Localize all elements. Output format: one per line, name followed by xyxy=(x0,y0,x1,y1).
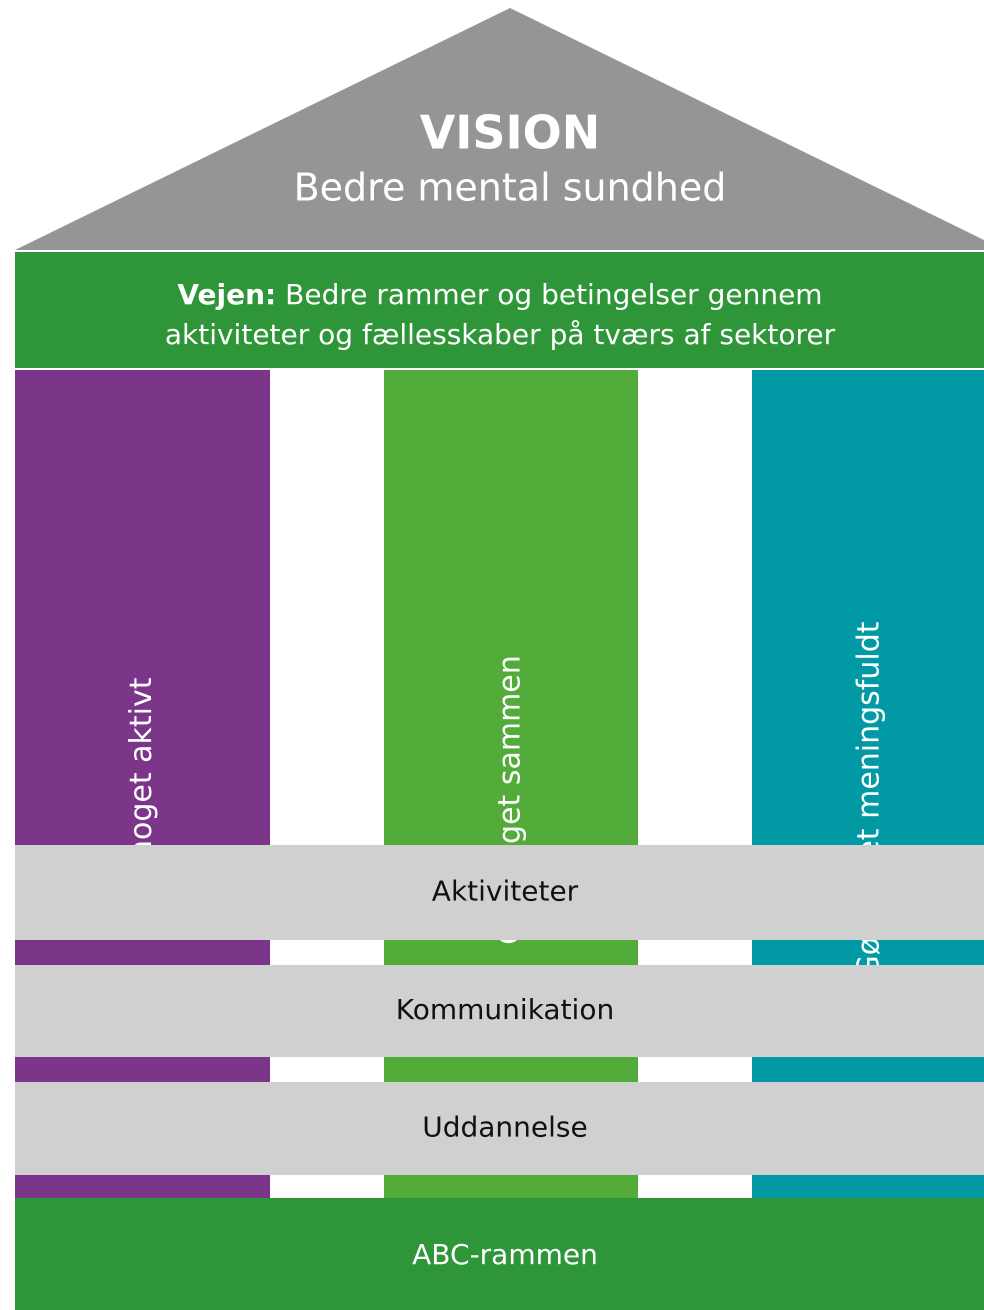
layer-label: Uddannelse xyxy=(422,1111,588,1144)
roof-title: VISION xyxy=(420,106,601,160)
layer-band xyxy=(15,1082,984,1175)
pillar xyxy=(384,370,638,1198)
road-text: aktiviteter og fællesskaber på tværs af … xyxy=(165,318,836,351)
layer-label: Kommunikation xyxy=(396,993,614,1026)
foundation xyxy=(15,1198,984,1310)
foundation-label: ABC-rammen xyxy=(412,1238,598,1271)
layer-label: Aktiviteter xyxy=(432,875,579,908)
road-band xyxy=(15,252,984,368)
road-line: Vejen: Bedre rammer og betingelser genne… xyxy=(177,278,822,311)
roof xyxy=(15,8,984,250)
roof-subtitle: Bedre mental sundhed xyxy=(294,166,727,210)
layer-band xyxy=(15,845,984,940)
road-label: Vejen: xyxy=(177,278,276,311)
pillars: Gør noget aktivt Gør noget sammen Gør noge… xyxy=(15,370,984,1198)
layer-band xyxy=(15,965,984,1057)
road-text: Bedre rammer og betingelser gennem xyxy=(285,278,822,311)
pillar xyxy=(752,370,984,1198)
pillar xyxy=(15,370,270,1198)
layers: Aktiviteter Kommunikation Uddannelse xyxy=(15,845,984,1175)
